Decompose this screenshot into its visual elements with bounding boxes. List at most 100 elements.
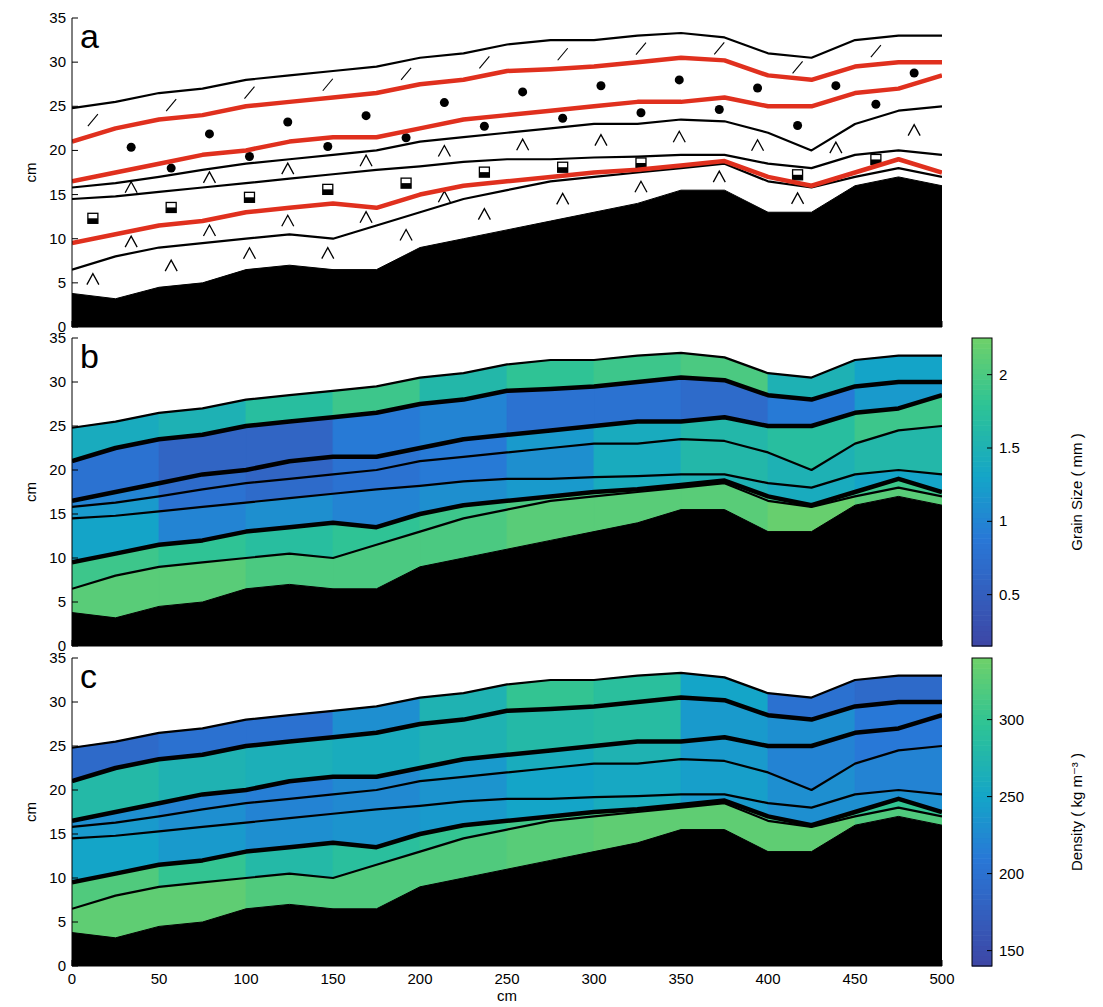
colorbar-step (972, 920, 992, 926)
colorbar-step (972, 812, 992, 818)
y-tick (72, 966, 78, 967)
x-tick-label: 400 (755, 970, 780, 987)
colorbar-step (972, 559, 992, 565)
colorbar-tick-label: 150 (999, 942, 1024, 959)
colorbar-step (972, 595, 992, 601)
y-tick (72, 426, 78, 427)
layer-boundary (72, 58, 942, 142)
colorbar-step (972, 436, 992, 442)
y-tick (72, 922, 78, 923)
y-axis-title: cm (22, 802, 39, 822)
colorbar-step (972, 735, 992, 741)
symbol-caret (125, 182, 137, 193)
colorbar-step (972, 858, 992, 864)
colorbar-step (972, 487, 992, 493)
symbol-circle (753, 83, 762, 92)
colorbar-frame (972, 338, 992, 646)
x-tick (159, 640, 160, 646)
colorbar-step (972, 709, 992, 715)
colorbar-step (972, 415, 992, 421)
ground (72, 496, 942, 646)
colorbar-step (972, 879, 992, 885)
symbol-caret (125, 236, 137, 247)
layer-boundary (72, 715, 942, 821)
colorbar-step (972, 466, 992, 472)
y-tick-label: 20 (49, 781, 66, 798)
y-tick (72, 382, 78, 383)
x-tick (72, 640, 73, 646)
x-tick (507, 960, 508, 966)
colorbar-tick-label: 2 (999, 366, 1007, 383)
colorbar-step (972, 714, 992, 720)
colorbar-step (972, 574, 992, 580)
colorbar-step (972, 513, 992, 519)
colorbar-step (972, 590, 992, 596)
colorbar-step (972, 930, 992, 936)
colorbar-step (972, 689, 992, 695)
colorbar-tick-label: 1 (999, 512, 1007, 529)
y-tick (72, 470, 78, 471)
colorbar-tick-label: 300 (999, 711, 1024, 728)
y-tick-label: 10 (49, 549, 66, 566)
x-tick (681, 640, 682, 646)
x-tick-label: 250 (494, 970, 519, 987)
colorbar-step (972, 461, 992, 467)
layer-boundary (72, 395, 942, 501)
symbol-caret (165, 260, 177, 271)
colorbar-step (972, 620, 992, 626)
colorbar-step (972, 548, 992, 554)
symbol-caret (792, 193, 804, 204)
x-tick-label: 200 (407, 970, 432, 987)
colorbar-tick (987, 521, 992, 522)
ground (72, 177, 942, 327)
x-tick (507, 640, 508, 646)
x-tick (420, 321, 421, 327)
colorbar-tick (987, 448, 992, 449)
colorbar-step (972, 863, 992, 869)
y-tick-label: 25 (49, 417, 66, 434)
layer-boundary (72, 378, 942, 462)
x-tick-label: 300 (581, 970, 606, 987)
colorbar-tick-label: 0.5 (999, 586, 1020, 603)
colorbar-step (972, 636, 992, 642)
colorbar-step (972, 868, 992, 874)
symbol-square-fill (88, 218, 98, 223)
colorbar-step (972, 694, 992, 700)
y-axis (72, 658, 73, 966)
x-tick-label: 50 (151, 970, 168, 987)
colorbar-step (972, 853, 992, 859)
y-tick-label: 5 (58, 913, 66, 930)
symbol-caret (478, 209, 490, 220)
y-tick (72, 834, 78, 835)
colorbar-step (972, 338, 992, 344)
x-tick (333, 321, 334, 327)
colorbar-step (972, 405, 992, 411)
layer-cell (246, 554, 333, 589)
colorbar-step (972, 584, 992, 590)
y-tick (72, 746, 78, 747)
x-tick (768, 321, 769, 327)
symbol-circle (480, 122, 489, 131)
y-tick (72, 558, 78, 559)
colorbar-step (972, 543, 992, 549)
y-tick-label: 25 (49, 737, 66, 754)
symbol-caret (360, 212, 372, 223)
x-tick (942, 640, 943, 646)
colorbar-step (972, 663, 992, 669)
x-tick (855, 321, 856, 327)
colorbar-step (972, 477, 992, 483)
colorbar-step (972, 379, 992, 385)
x-tick (159, 321, 160, 327)
layer-cell (72, 733, 159, 781)
panel-0: 05101520253035cma (22, 9, 942, 335)
symbol-slash (244, 87, 254, 99)
symbol-square-fill (166, 207, 176, 212)
symbol-circle (558, 114, 567, 123)
x-tick (768, 640, 769, 646)
x-tick-label: 0 (68, 970, 76, 987)
symbol-caret (557, 193, 569, 204)
symbol-square-fill (323, 189, 333, 194)
x-tick (942, 321, 943, 327)
y-tick-label: 10 (49, 230, 66, 247)
y-tick (72, 194, 78, 195)
